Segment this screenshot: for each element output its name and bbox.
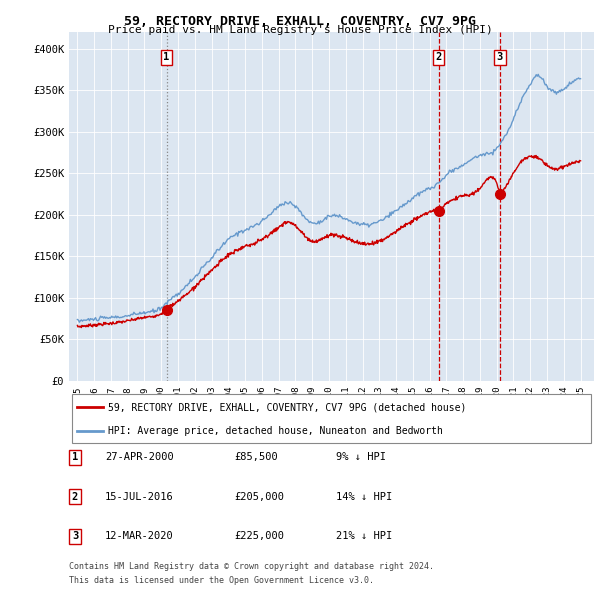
Text: 14% ↓ HPI: 14% ↓ HPI: [336, 492, 392, 502]
Text: Contains HM Land Registry data © Crown copyright and database right 2024.: Contains HM Land Registry data © Crown c…: [69, 562, 434, 571]
Text: 3: 3: [497, 53, 503, 63]
Text: Price paid vs. HM Land Registry's House Price Index (HPI): Price paid vs. HM Land Registry's House …: [107, 25, 493, 35]
Text: 59, RECTORY DRIVE, EXHALL, COVENTRY, CV7 9PG: 59, RECTORY DRIVE, EXHALL, COVENTRY, CV7…: [124, 15, 476, 28]
Text: HPI: Average price, detached house, Nuneaton and Bedworth: HPI: Average price, detached house, Nune…: [109, 425, 443, 435]
Text: 15-JUL-2016: 15-JUL-2016: [105, 492, 174, 502]
Text: 21% ↓ HPI: 21% ↓ HPI: [336, 532, 392, 541]
Text: £225,000: £225,000: [234, 532, 284, 541]
Text: 9% ↓ HPI: 9% ↓ HPI: [336, 453, 386, 462]
Text: 1: 1: [72, 453, 78, 462]
Text: 2: 2: [436, 53, 442, 63]
Text: £205,000: £205,000: [234, 492, 284, 502]
Text: 2: 2: [72, 492, 78, 502]
Text: This data is licensed under the Open Government Licence v3.0.: This data is licensed under the Open Gov…: [69, 576, 374, 585]
Text: 3: 3: [72, 532, 78, 541]
Text: £85,500: £85,500: [234, 453, 278, 462]
Text: 59, RECTORY DRIVE, EXHALL, COVENTRY, CV7 9PG (detached house): 59, RECTORY DRIVE, EXHALL, COVENTRY, CV7…: [109, 402, 467, 412]
Text: 27-APR-2000: 27-APR-2000: [105, 453, 174, 462]
FancyBboxPatch shape: [71, 395, 592, 443]
Text: 12-MAR-2020: 12-MAR-2020: [105, 532, 174, 541]
Text: 1: 1: [163, 53, 170, 63]
